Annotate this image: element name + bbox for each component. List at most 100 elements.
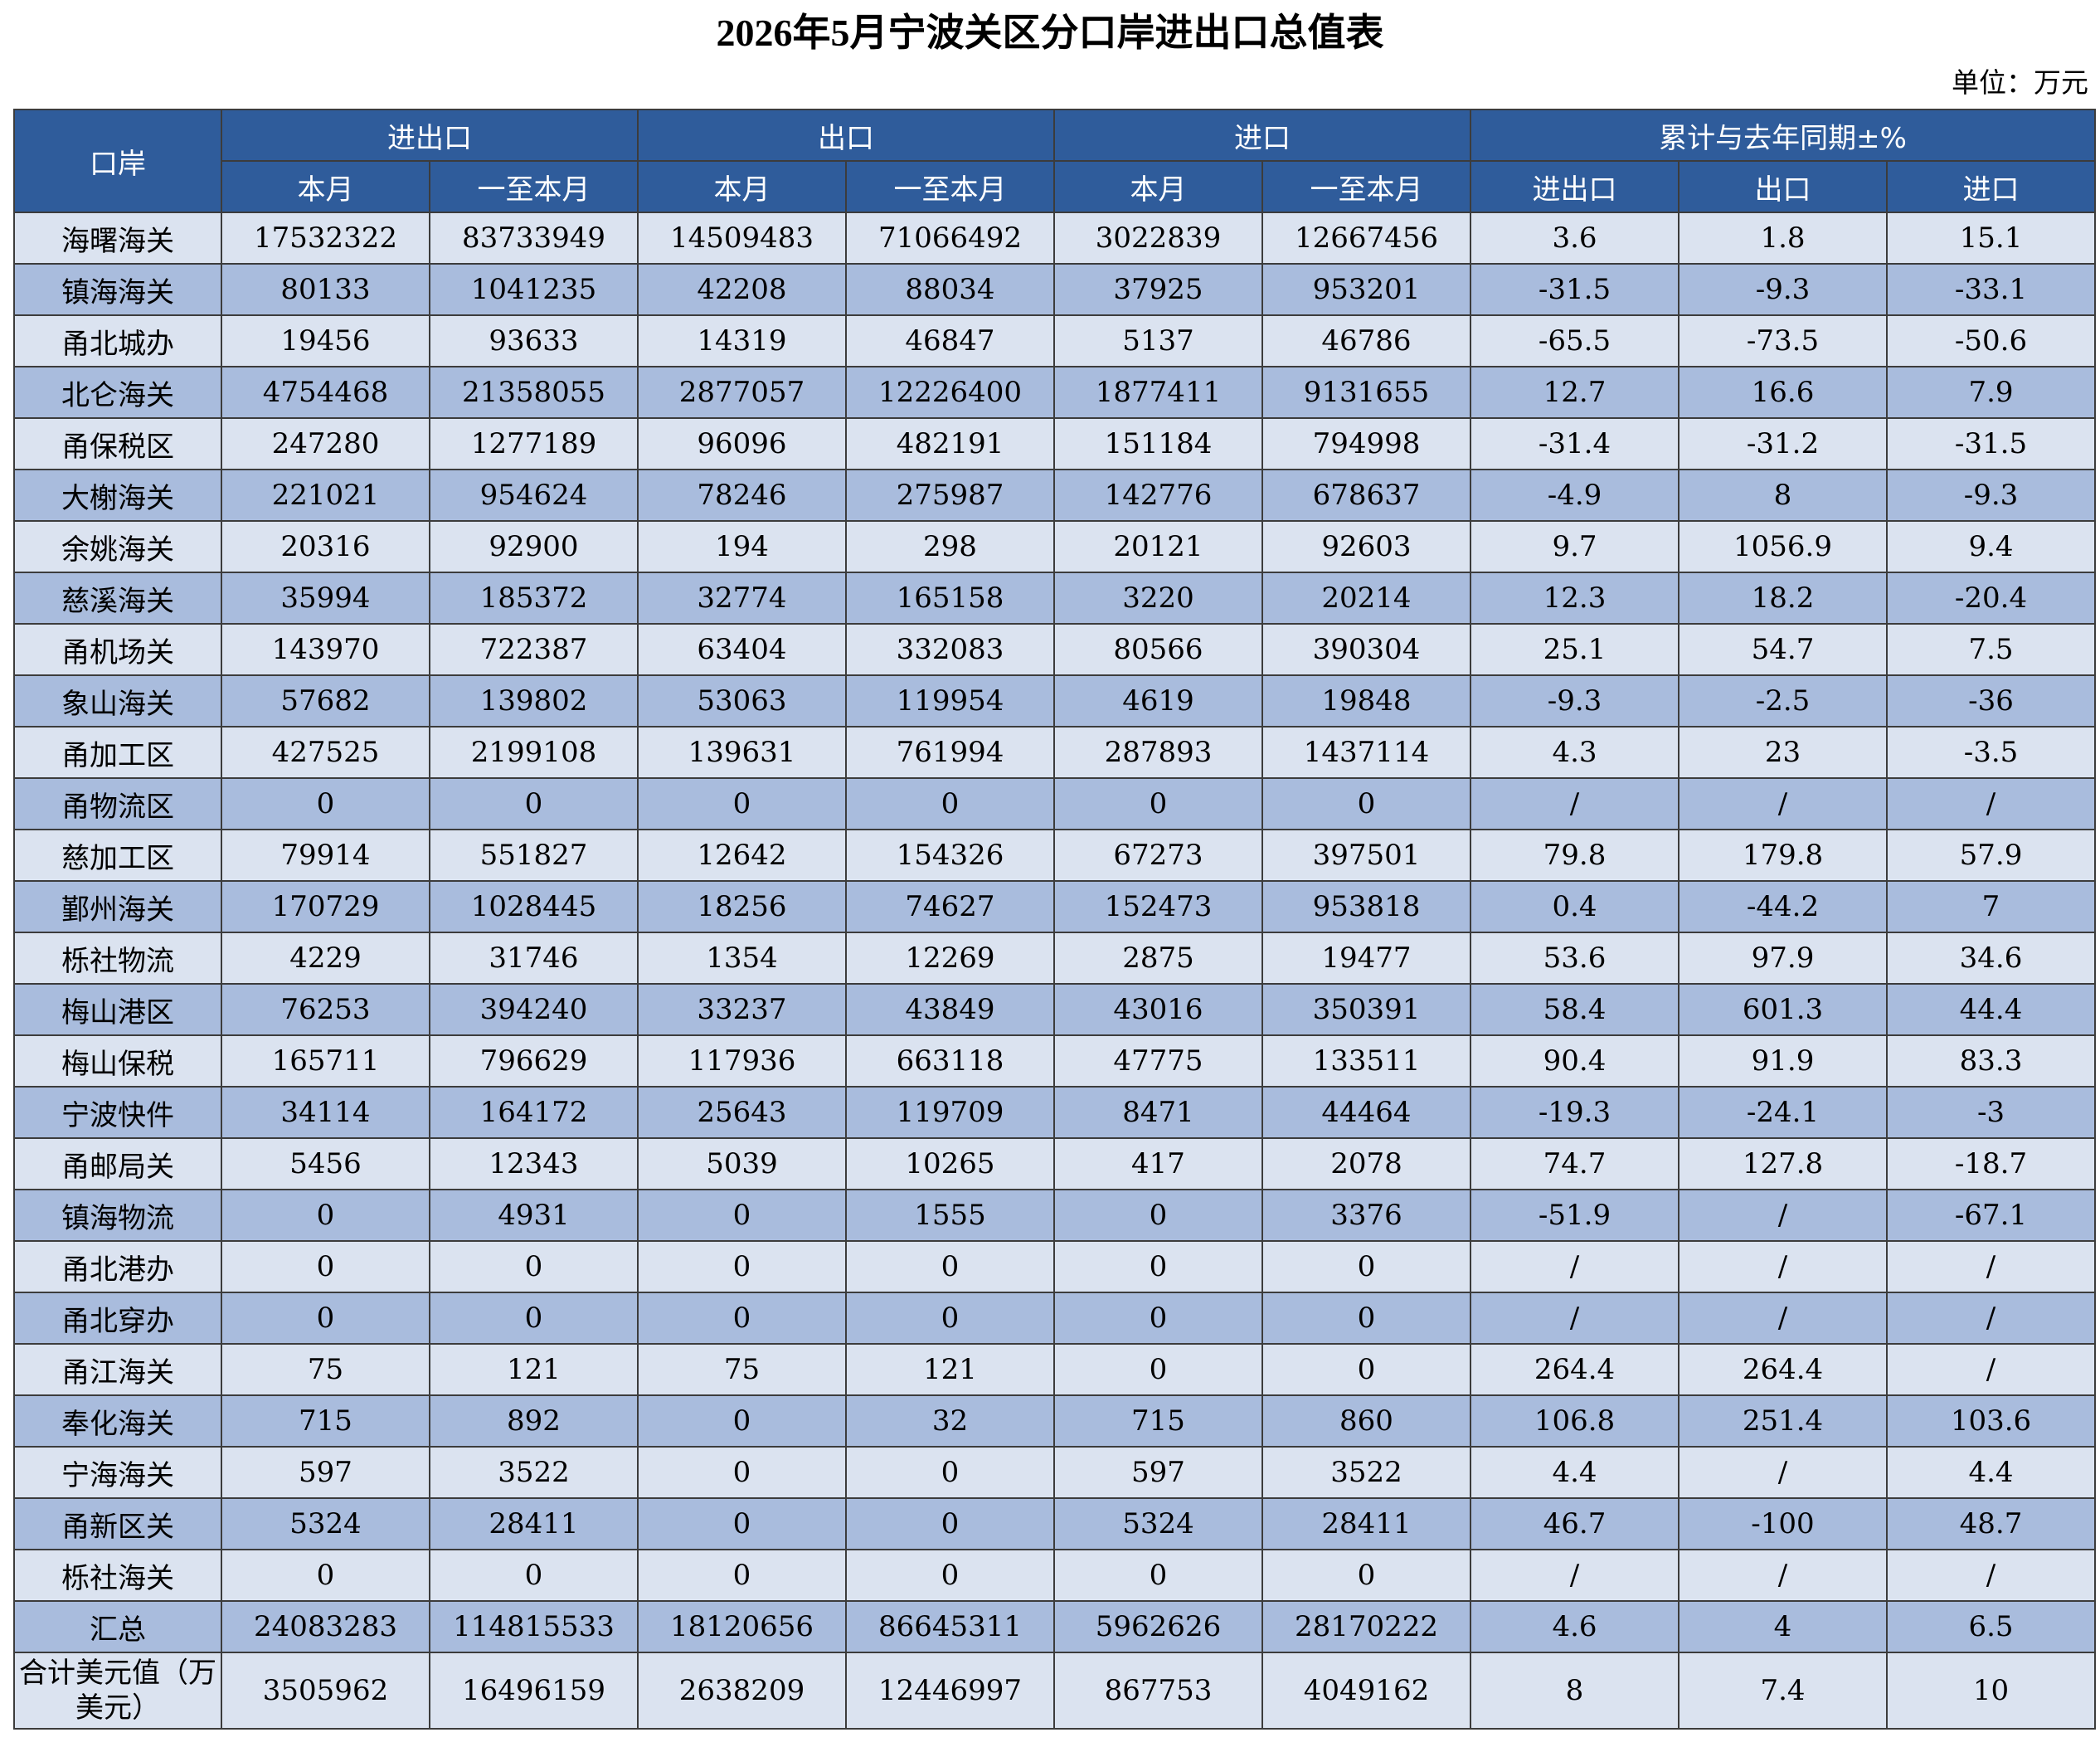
table-row: 甬北港办 0 0 0 0 0 0// / — [13, 1240, 2096, 1293]
table-row: 甬物流区 0 0 0 0 0 0// / — [13, 777, 2096, 830]
value-cell: -31.5 — [1886, 417, 2096, 470]
value-cell: 25643 — [637, 1086, 847, 1139]
value-cell: 18256 — [637, 880, 847, 933]
port-name-cell: 镇海海关 — [13, 263, 222, 316]
header-sub: 一至本月 — [1261, 160, 1471, 213]
value-cell: 1041235 — [429, 263, 639, 316]
value-cell: 0 — [637, 777, 847, 830]
value-cell: 23 — [1678, 726, 1888, 779]
value-cell: 20316 — [221, 520, 430, 573]
value-cell: 143970 — [221, 623, 430, 676]
value-cell: 6.5 — [1886, 1600, 2096, 1653]
value-cell: / — [1886, 1292, 2096, 1345]
header-sub: 一至本月 — [429, 160, 639, 213]
value-cell: 663118 — [845, 1034, 1055, 1088]
value-cell: 3220 — [1053, 572, 1263, 625]
value-cell: 2078 — [1261, 1137, 1471, 1190]
value-cell: 165158 — [845, 572, 1055, 625]
value-cell: 96096 — [637, 417, 847, 470]
value-cell: -65.5 — [1470, 314, 1680, 367]
value-cell: 25.1 — [1470, 623, 1680, 676]
value-cell: 1.8 — [1678, 212, 1888, 265]
table-row: 慈加工区 79914 551827 12642 154326 67273 397501 79.… — [13, 829, 2096, 882]
value-cell: 63404 — [637, 623, 847, 676]
header-port: 口岸 — [13, 109, 222, 213]
value-cell: 0 — [845, 1446, 1055, 1499]
value-cell: -67.1 — [1886, 1189, 2096, 1242]
value-cell: / — [1470, 1292, 1680, 1345]
value-cell: 0 — [429, 1292, 639, 1345]
port-name-cell: 宁波快件 — [13, 1086, 222, 1139]
value-cell: 1877411 — [1053, 366, 1263, 419]
value-cell: 14319 — [637, 314, 847, 367]
value-cell: 12343 — [429, 1137, 639, 1190]
value-cell: 5962626 — [1053, 1600, 1263, 1653]
value-cell: 4.6 — [1470, 1600, 1680, 1653]
value-cell: 43016 — [1053, 983, 1263, 1036]
value-cell: 80566 — [1053, 623, 1263, 676]
value-cell: 121 — [845, 1343, 1055, 1396]
port-name-cell: 甬加工区 — [13, 726, 222, 779]
value-cell: 12.3 — [1470, 572, 1680, 625]
value-cell: 953818 — [1261, 880, 1471, 933]
value-cell: 860 — [1261, 1394, 1471, 1448]
value-cell: / — [1886, 1549, 2096, 1602]
value-cell: -44.2 — [1678, 880, 1888, 933]
port-name-cell: 甬机场关 — [13, 623, 222, 676]
value-cell: 0 — [1261, 1240, 1471, 1293]
value-cell: 8471 — [1053, 1086, 1263, 1139]
value-cell: 298 — [845, 520, 1055, 573]
port-name-cell: 甬保税区 — [13, 417, 222, 470]
value-cell: 9.4 — [1886, 520, 2096, 573]
value-cell: 44.4 — [1886, 983, 2096, 1036]
value-cell: 1555 — [845, 1189, 1055, 1242]
table-row: 海曙海关 17532322 83733949 14509483 71066492 3022… — [13, 212, 2096, 265]
value-cell: 48.7 — [1886, 1497, 2096, 1550]
value-cell: 74627 — [845, 880, 1055, 933]
value-cell: -31.4 — [1470, 417, 1680, 470]
value-cell: 264.4 — [1470, 1343, 1680, 1396]
value-cell: 75 — [221, 1343, 430, 1396]
value-cell: 46.7 — [1470, 1497, 1680, 1550]
value-cell: 427525 — [221, 726, 430, 779]
header-sub: 本月 — [221, 160, 430, 213]
table-row: 象山海关 57682 139802 53063 119954 4619 19848 -9.3-… — [13, 674, 2096, 728]
value-cell: 1277189 — [429, 417, 639, 470]
table-row: 甬北城办 19456 93633 14319 46847 5137 46786 -65.5 -7… — [13, 314, 2096, 367]
value-cell: 4049162 — [1261, 1652, 1471, 1730]
value-cell: 32774 — [637, 572, 847, 625]
value-cell: 9131655 — [1261, 366, 1471, 419]
value-cell: 18120656 — [637, 1600, 847, 1653]
value-cell: -3 — [1886, 1086, 2096, 1139]
value-cell: 79.8 — [1470, 829, 1680, 882]
value-cell: -9.3 — [1470, 674, 1680, 728]
value-cell: -3.5 — [1886, 726, 2096, 779]
table-row: 镇海物流 0 4931 0 1555 0 3376 -51.9/-67.1 — [13, 1189, 2096, 1242]
value-cell: 2638209 — [637, 1652, 847, 1730]
value-cell: 37925 — [1053, 263, 1263, 316]
value-cell: 264.4 — [1678, 1343, 1888, 1396]
table-row: 奉化海关 715 892 0 32 715 860 106.8 251.4 103.6 — [13, 1394, 2096, 1448]
value-cell: 133511 — [1261, 1034, 1471, 1088]
value-cell: 417 — [1053, 1137, 1263, 1190]
value-cell: 3376 — [1261, 1189, 1471, 1242]
value-cell: / — [1678, 1189, 1888, 1242]
port-name-cell: 宁海海关 — [13, 1446, 222, 1499]
header-group-yoy: 累计与去年同期±% — [1470, 109, 2096, 162]
value-cell: 332083 — [845, 623, 1055, 676]
table-row: 镇海海关 80133 1041235 42208 88034 37925 953201 -31… — [13, 263, 2096, 316]
value-cell: 42208 — [637, 263, 847, 316]
value-cell: / — [1886, 1240, 2096, 1293]
value-cell: 179.8 — [1678, 829, 1888, 882]
value-cell: 185372 — [429, 572, 639, 625]
value-cell: 251.4 — [1678, 1394, 1888, 1448]
value-cell: 34114 — [221, 1086, 430, 1139]
value-cell: 74.7 — [1470, 1137, 1680, 1190]
value-cell: 397501 — [1261, 829, 1471, 882]
value-cell: 678637 — [1261, 469, 1471, 522]
value-cell: 0 — [1053, 1343, 1263, 1396]
table-row: 甬加工区 427525 2199108 139631 761994 287893 14371… — [13, 726, 2096, 779]
table-row: 甬江海关 75 121 75 121 0 0 264.4 264.4/ — [13, 1343, 2096, 1396]
value-cell: 54.7 — [1678, 623, 1888, 676]
value-cell: -9.3 — [1886, 469, 2096, 522]
